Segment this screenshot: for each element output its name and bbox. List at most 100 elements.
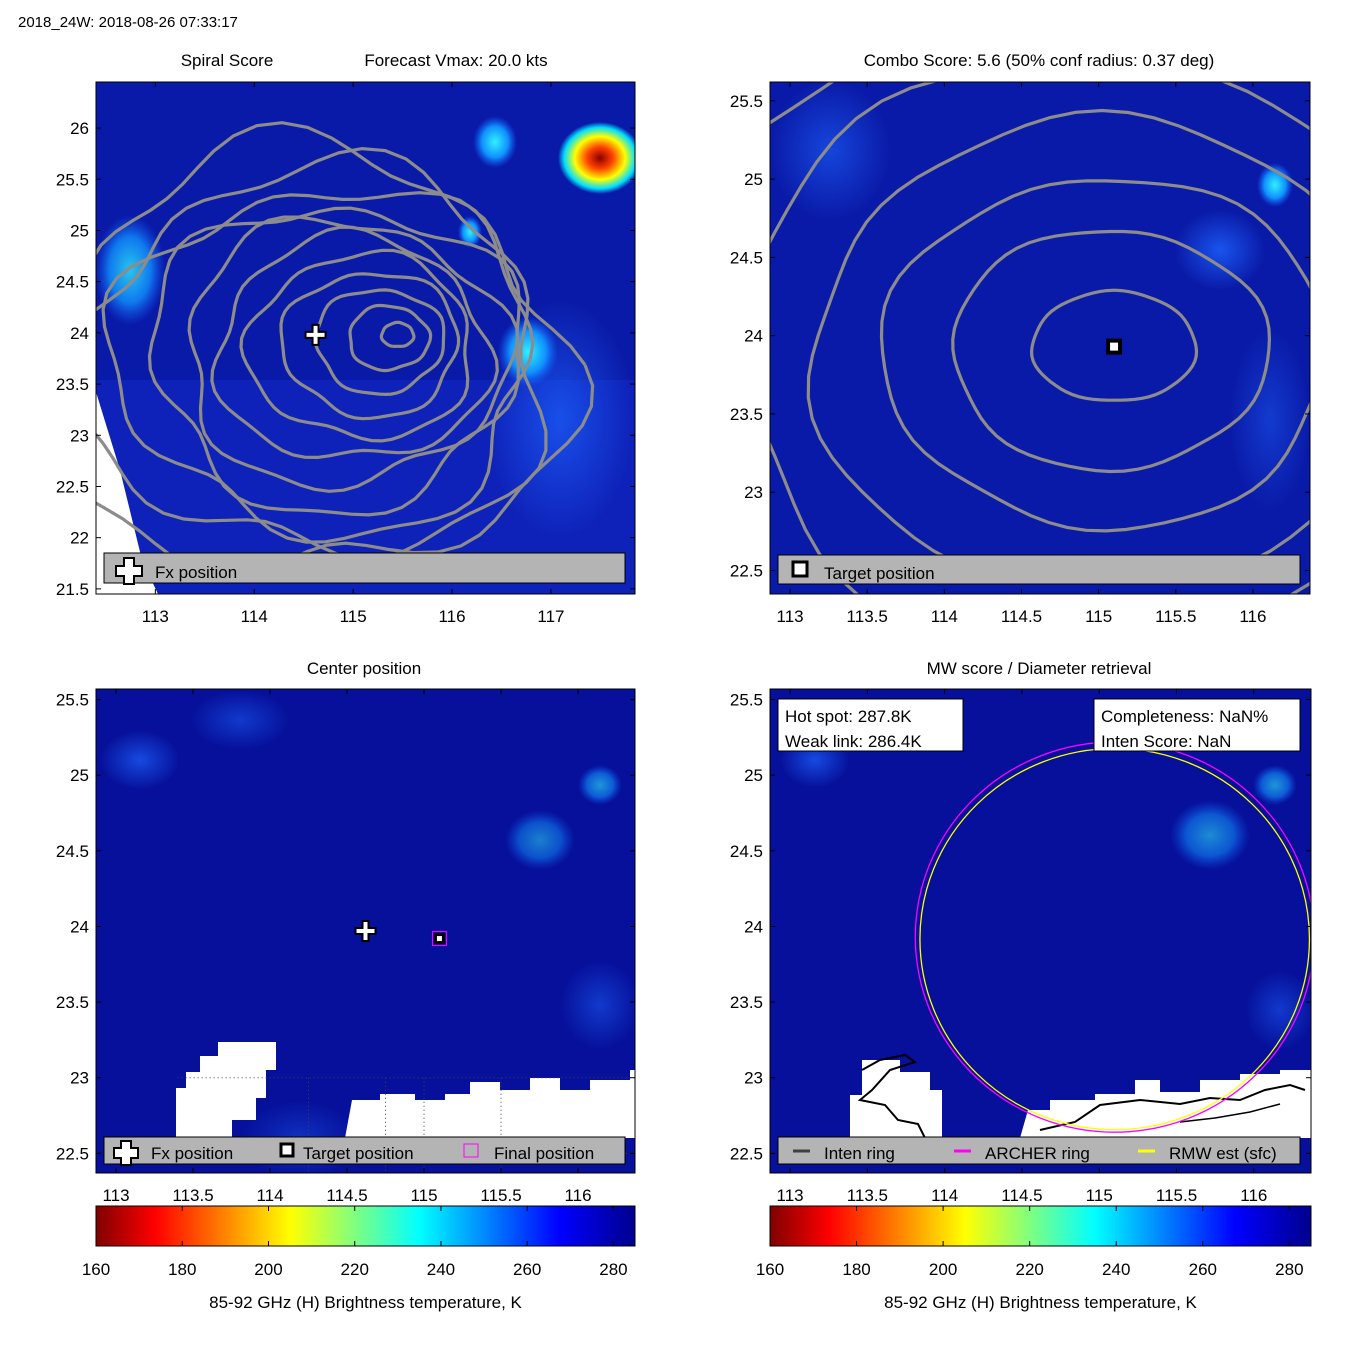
spiral-no-data: [96, 392, 158, 594]
spiral-panel: Spiral Score Forecast Vmax: 20.0 kts 113…: [56, 51, 636, 626]
center-legend-final: Final position: [494, 1144, 594, 1163]
y-tick-label: 23.5: [56, 375, 89, 394]
contour-line: [239, 248, 470, 443]
x-tick-label: 115.5: [1155, 607, 1196, 626]
colorbar-tick-label: 200: [254, 1260, 282, 1279]
y-tick-label: 24.5: [56, 273, 89, 292]
spiral-legend: Fx position: [103, 552, 626, 585]
x-tick-label: 114: [931, 1186, 958, 1205]
y-tick-label: 22.5: [730, 1144, 763, 1163]
target-position-icon: [791, 560, 809, 578]
spiral-markers: [304, 323, 327, 346]
center-blue-patch: [560, 960, 635, 1050]
mw-info-right: Completeness: NaN% Inten Score: NaN: [1093, 698, 1301, 752]
fx-position-icon: [113, 1140, 139, 1166]
colorbar-tick-label: 160: [756, 1260, 784, 1279]
combo-legend: Target position: [777, 554, 1301, 585]
contour-line: [210, 225, 499, 460]
colorbar-tick-label: 220: [341, 1260, 369, 1279]
x-tick-label: 115: [1086, 1186, 1113, 1205]
y-tick-label: 25.5: [730, 691, 763, 710]
y-tick-label: 23.5: [730, 993, 763, 1012]
x-tick-label: 113.5: [172, 1186, 213, 1205]
colorbar-label: 85-92 GHz (H) Brightness temperature, K: [209, 1293, 522, 1312]
combo-markers: [1106, 338, 1123, 355]
y-tick-label: 23: [70, 1069, 89, 1088]
contour-line: [348, 303, 433, 373]
colorbar-tick-label: 260: [1189, 1260, 1217, 1279]
x-tick-label: 114: [931, 607, 958, 626]
combo-title: Combo Score: 5.6 (50% conf radius: 0.37 …: [864, 51, 1215, 70]
contour-line: [379, 320, 416, 349]
center-blue-patch: [505, 810, 575, 870]
y-tick-label: 24.5: [56, 842, 89, 861]
contour-line: [951, 229, 1272, 474]
x-tick-label: 113.5: [847, 607, 888, 626]
spiral-contours: [96, 121, 595, 577]
center-legend-target: Target position: [303, 1144, 414, 1163]
spiral-cyan-patch: [458, 216, 482, 248]
x-tick-label: 115: [1085, 607, 1112, 626]
colorbar-gradient: [95, 1205, 636, 1247]
center-blue-patch: [578, 765, 622, 805]
mw-legend-rmw: RMW est (sfc): [1169, 1144, 1277, 1163]
contour-line: [279, 272, 461, 421]
center-blue-patch: [190, 690, 290, 750]
y-tick-label: 24.5: [730, 248, 763, 267]
y-tick-label: 24: [744, 917, 763, 936]
y-tick-label: 24: [70, 324, 89, 343]
x-tick-label: 115: [410, 1186, 437, 1205]
center-legend: Fx position Target position Final positi…: [103, 1136, 626, 1166]
contour-line: [879, 179, 1310, 533]
x-tick-label: 114.5: [1001, 607, 1042, 626]
weak-link-text: Weak link: 286.4K: [785, 732, 922, 751]
x-tick-label: 113: [102, 1186, 129, 1205]
mw-no-data: [850, 1060, 942, 1138]
mw-info-left: Hot spot: 287.8K Weak link: 286.4K: [777, 698, 964, 752]
y-tick-label: 22.5: [56, 1144, 89, 1163]
y-tick-label: 25: [744, 766, 763, 785]
colorbar-tick-label: 200: [929, 1260, 957, 1279]
y-tick-label: 25: [70, 766, 89, 785]
y-tick-label: 23.5: [730, 405, 763, 424]
center-blue-patch: [100, 730, 180, 790]
x-tick-label: 113: [777, 1186, 804, 1205]
contour-line: [770, 82, 1310, 594]
y-tick-label: 22.5: [56, 477, 89, 496]
x-tick-label: 115: [340, 607, 367, 626]
spiral-hot-patch: [558, 122, 635, 194]
y-tick-label: 25.5: [730, 92, 763, 111]
x-tick-label: 113.5: [847, 1186, 888, 1205]
center-markers: [354, 920, 447, 947]
x-tick-label: 116: [1239, 607, 1266, 626]
y-tick-label: 22.5: [730, 562, 763, 581]
combo-axes: 113 113.5 114 114.5 115 115.5 116 22.5 23 23.5 24 2…: [730, 82, 1310, 626]
colorbar-tick-label: 280: [599, 1260, 627, 1279]
y-tick-label: 24: [744, 327, 763, 346]
mw-coastline: [1039, 1083, 1306, 1131]
target-position-icon: [279, 1142, 295, 1158]
colorbar-tick-label: 180: [168, 1260, 196, 1279]
y-tick-label: 22: [70, 529, 89, 548]
x-tick-label: 113: [142, 607, 169, 626]
center-panel: Center position 113 113.5 114 114.5 115 115.5…: [56, 659, 636, 1312]
x-tick-label: 114.5: [1001, 1186, 1042, 1205]
fx-position-marker: [354, 920, 377, 942]
x-tick-label: 115.5: [480, 1186, 521, 1205]
combo-blue-patch: [1175, 210, 1265, 290]
x-tick-label: 116: [438, 607, 465, 626]
colorbar-tick-label: 180: [842, 1260, 870, 1279]
colorbar-tick-label: 280: [1275, 1260, 1303, 1279]
contour-line: [147, 206, 521, 517]
contour-line: [96, 121, 595, 577]
mw-coastline: [1179, 1103, 1281, 1123]
mw-panel: MW score / Diameter retrieval 113 113.5 11…: [730, 659, 1312, 1312]
y-tick-label: 26: [70, 119, 89, 138]
mw-title: MW score / Diameter retrieval: [927, 659, 1152, 678]
x-tick-label: 115.5: [1156, 1186, 1197, 1205]
figure-title: 2018_24W: 2018-08-26 07:33:17: [18, 14, 238, 31]
x-tick-label: 116: [1240, 1186, 1267, 1205]
mw-legend: Inten ring ARCHER ring RMW est (sfc): [777, 1136, 1301, 1165]
spiral-title-right: Forecast Vmax: 20.0 kts: [364, 51, 547, 70]
mw-legend-archer: ARCHER ring: [985, 1144, 1090, 1163]
